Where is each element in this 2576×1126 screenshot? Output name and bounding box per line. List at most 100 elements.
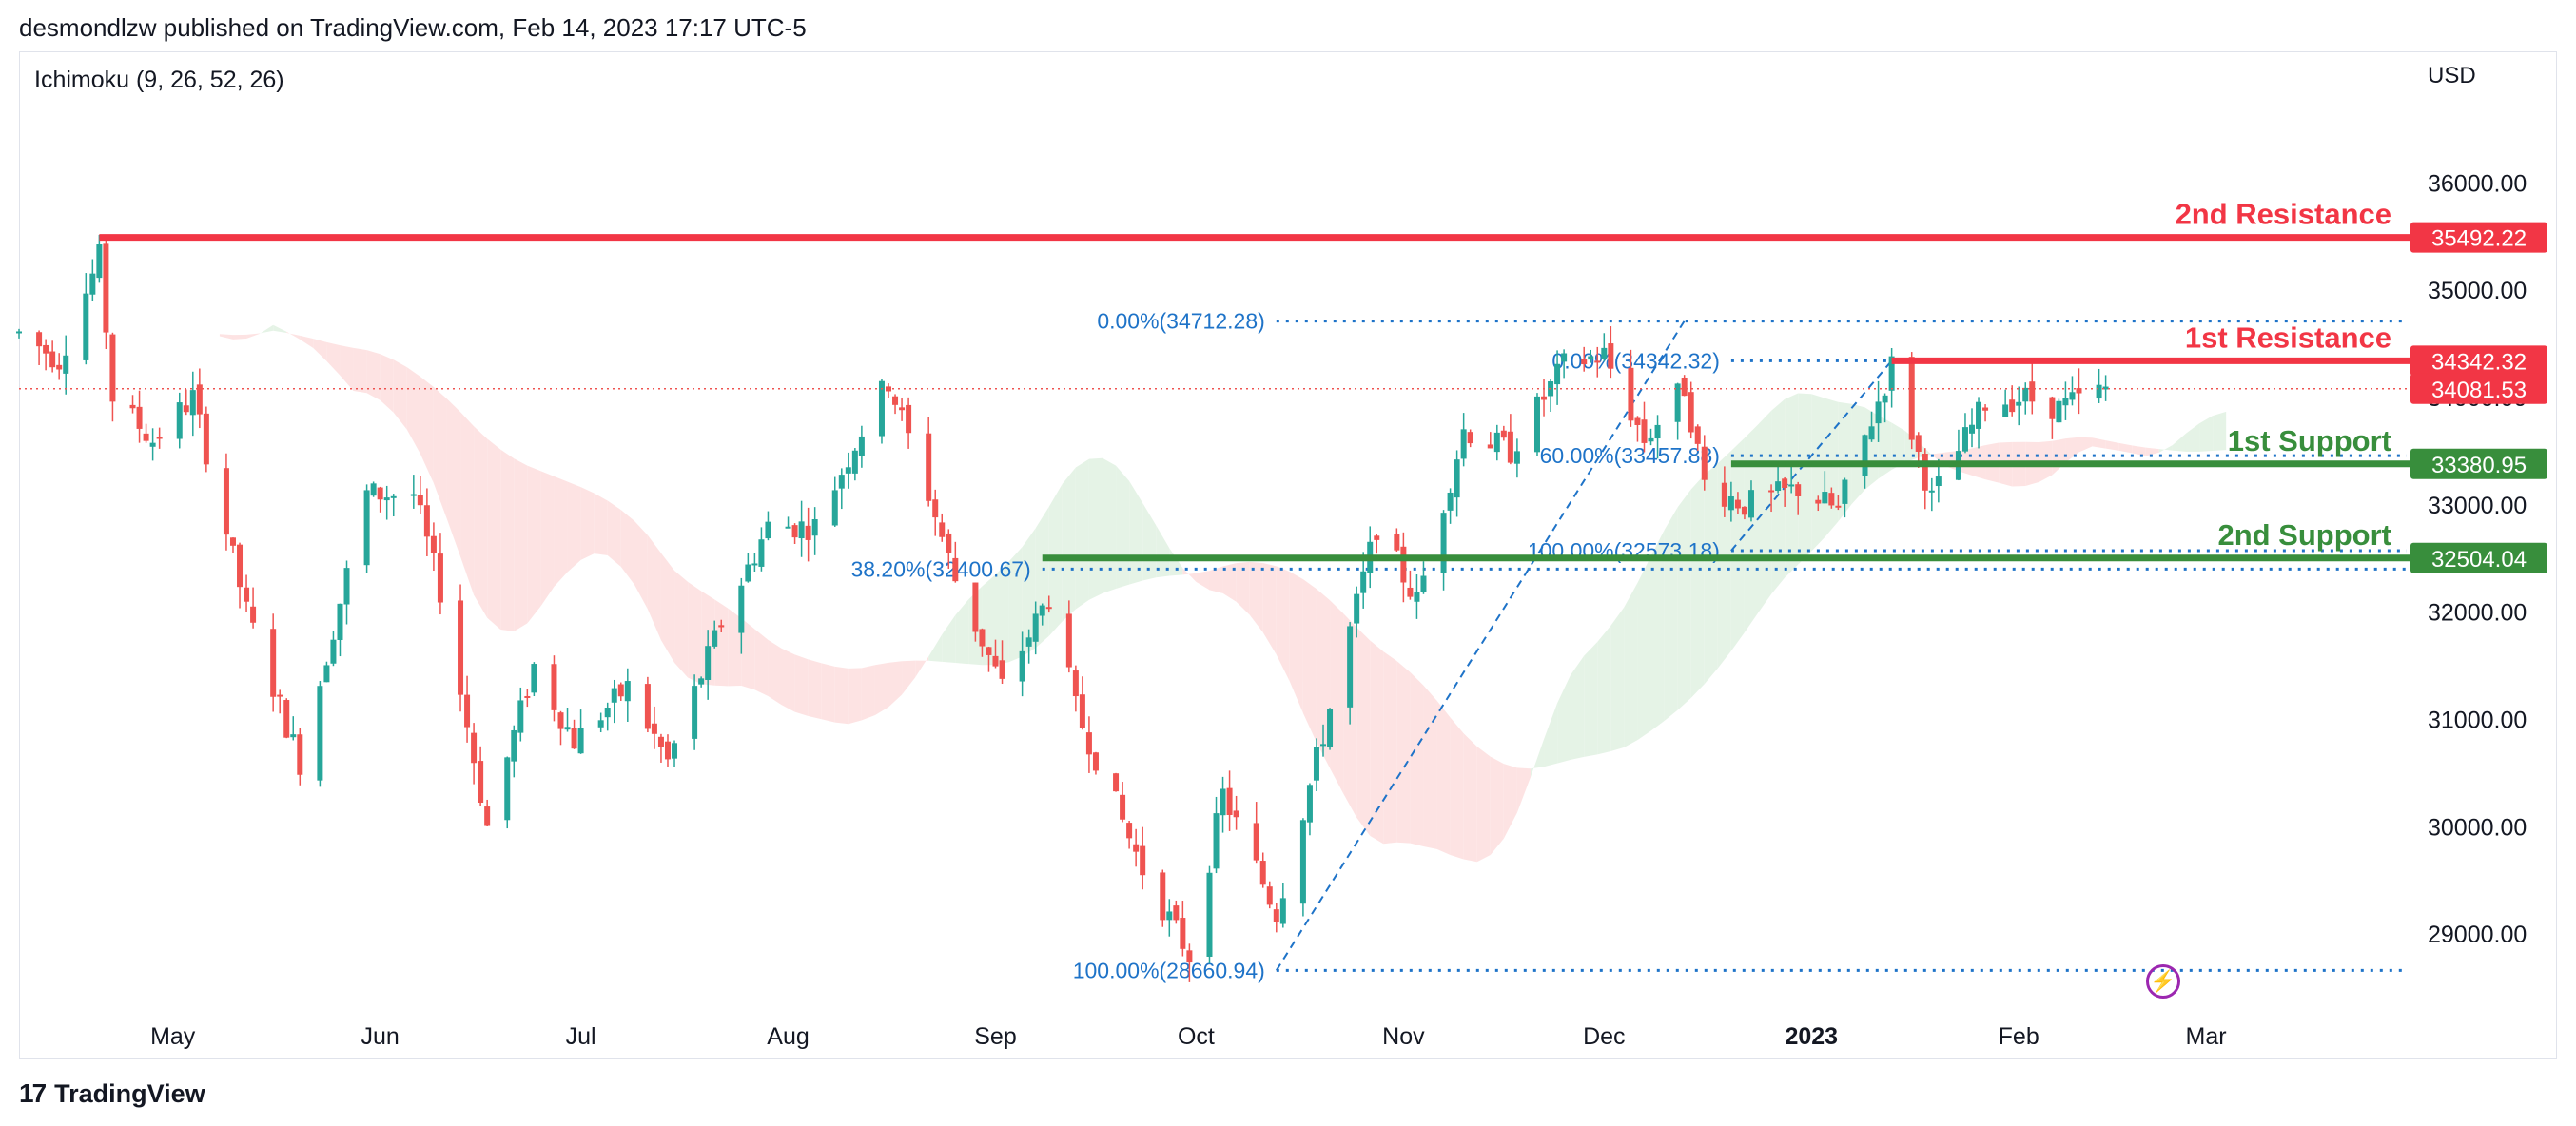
footer-brand[interactable]: 17 TradingView	[19, 1078, 205, 1109]
ichimoku-cloud-segment	[2145, 447, 2159, 456]
candle-body	[1440, 513, 1447, 573]
ichimoku-cloud-segment	[902, 660, 916, 695]
candle-body	[1092, 752, 1099, 771]
candle-body	[1039, 605, 1045, 616]
ichimoku-cloud-segment	[594, 493, 608, 556]
ichimoku-cloud-segment	[1410, 671, 1424, 846]
candle-body	[657, 736, 664, 747]
candle-body	[858, 436, 865, 456]
candle-body	[1487, 444, 1493, 449]
candle-body	[1414, 592, 1420, 602]
candle-body	[1741, 506, 1747, 515]
candle-body	[939, 522, 946, 537]
ichimoku-cloud-segment	[393, 359, 407, 430]
candle-body	[2009, 399, 2016, 413]
candle-body	[986, 647, 992, 655]
candle-body	[1928, 490, 1935, 493]
fib-level-label: 38.20%(32400.67)	[850, 556, 1030, 581]
ichimoku-cloud-segment	[1182, 568, 1197, 582]
candle-body	[972, 582, 979, 632]
y-tick-label: 36000.00	[2428, 170, 2527, 197]
candle-body	[946, 533, 952, 553]
candle-body	[203, 413, 209, 465]
candle-body	[1032, 613, 1039, 642]
candle-body	[290, 734, 297, 738]
x-tick-label: Feb	[1999, 1023, 2039, 1050]
x-tick-label: Jun	[361, 1023, 400, 1050]
candle-body	[1961, 427, 1968, 452]
ichimoku-cloud-segment	[514, 458, 528, 631]
candle-body	[651, 723, 657, 734]
ichimoku-cloud-segment	[1156, 525, 1170, 578]
candle-body	[1976, 401, 1982, 429]
candle-body	[176, 402, 183, 439]
candle-body	[103, 243, 109, 333]
candle-body	[49, 351, 56, 368]
candle-body	[1233, 810, 1239, 818]
candle-body	[484, 806, 491, 826]
ichimoku-cloud-segment	[1209, 566, 1223, 593]
candle-body	[183, 405, 189, 413]
candle-body	[551, 664, 557, 710]
lightning-icon[interactable]: ⚡	[2146, 964, 2180, 999]
ichimoku-cloud-segment	[647, 534, 661, 641]
candle-body	[517, 700, 524, 733]
candle-body	[1220, 788, 1226, 816]
ichimoku-cloud-segment	[2105, 440, 2119, 451]
ichimoku-cloud-segment	[1610, 607, 1625, 752]
candle-body	[1654, 424, 1661, 439]
ichimoku-cloud-segment	[1864, 407, 1879, 490]
indicator-label[interactable]: Ichimoku (9, 26, 52, 26)	[34, 67, 284, 93]
ichimoku-cloud-segment	[2185, 423, 2200, 452]
candle-body	[1266, 886, 1273, 905]
candle-body	[1868, 426, 1875, 440]
ichimoku-cloud-segment	[527, 465, 541, 624]
candle-body	[283, 700, 290, 738]
candle-body	[531, 664, 537, 693]
candle-body	[952, 557, 959, 582]
ichimoku-cloud-segment	[286, 331, 301, 340]
candle-body	[992, 655, 999, 667]
ichimoku-cloud-segment	[874, 662, 889, 716]
ichimoku-cloud-segment	[433, 387, 447, 520]
candle-body	[250, 606, 257, 623]
ichimoku-cloud-segment	[714, 599, 729, 687]
candle-body	[1374, 535, 1380, 540]
price-tag-resistance: 35492.22	[2431, 226, 2527, 252]
candle-body	[229, 537, 236, 546]
ichimoku-cloud-segment	[2199, 416, 2214, 452]
ichimoku-cloud-segment	[620, 510, 634, 585]
candle-body	[1186, 950, 1193, 963]
candle-body	[189, 390, 196, 416]
candle-body	[1842, 479, 1848, 504]
ichimoku-cloud-segment	[2118, 442, 2133, 454]
candle-body	[363, 490, 370, 566]
ichimoku-cloud-segment	[1302, 579, 1317, 743]
ichimoku-cloud-segment	[1571, 655, 1585, 760]
candle-body	[617, 684, 624, 697]
x-tick-label: Oct	[1178, 1023, 1215, 1050]
candle-body	[765, 521, 771, 539]
candle-body	[390, 495, 397, 498]
candle-body	[36, 332, 43, 347]
x-tick-label: Jul	[566, 1023, 596, 1050]
level-label: 1st Resistance	[2185, 320, 2391, 354]
candle-body	[1968, 424, 1975, 434]
candle-body	[89, 273, 96, 295]
candle-body	[43, 344, 49, 354]
ichimoku-cloud-segment	[1677, 489, 1691, 710]
candle-body	[1126, 823, 1133, 839]
ichimoku-cloud-segment	[1650, 530, 1665, 731]
ichimoku-cloud-segment	[1463, 733, 1477, 863]
ichimoku-cloud-segment	[2132, 445, 2146, 456]
ichimoku-cloud-segment	[554, 476, 568, 587]
ichimoku-cloud-segment	[674, 571, 689, 678]
ichimoku-cloud-segment	[848, 668, 862, 725]
ichimoku-cloud-segment	[567, 481, 581, 573]
ichimoku-cloud-segment	[955, 599, 969, 665]
candle-body	[1360, 571, 1367, 593]
candle-body	[471, 732, 478, 764]
ichimoku-cloud-segment	[2065, 437, 2079, 463]
candle-body	[597, 720, 604, 728]
